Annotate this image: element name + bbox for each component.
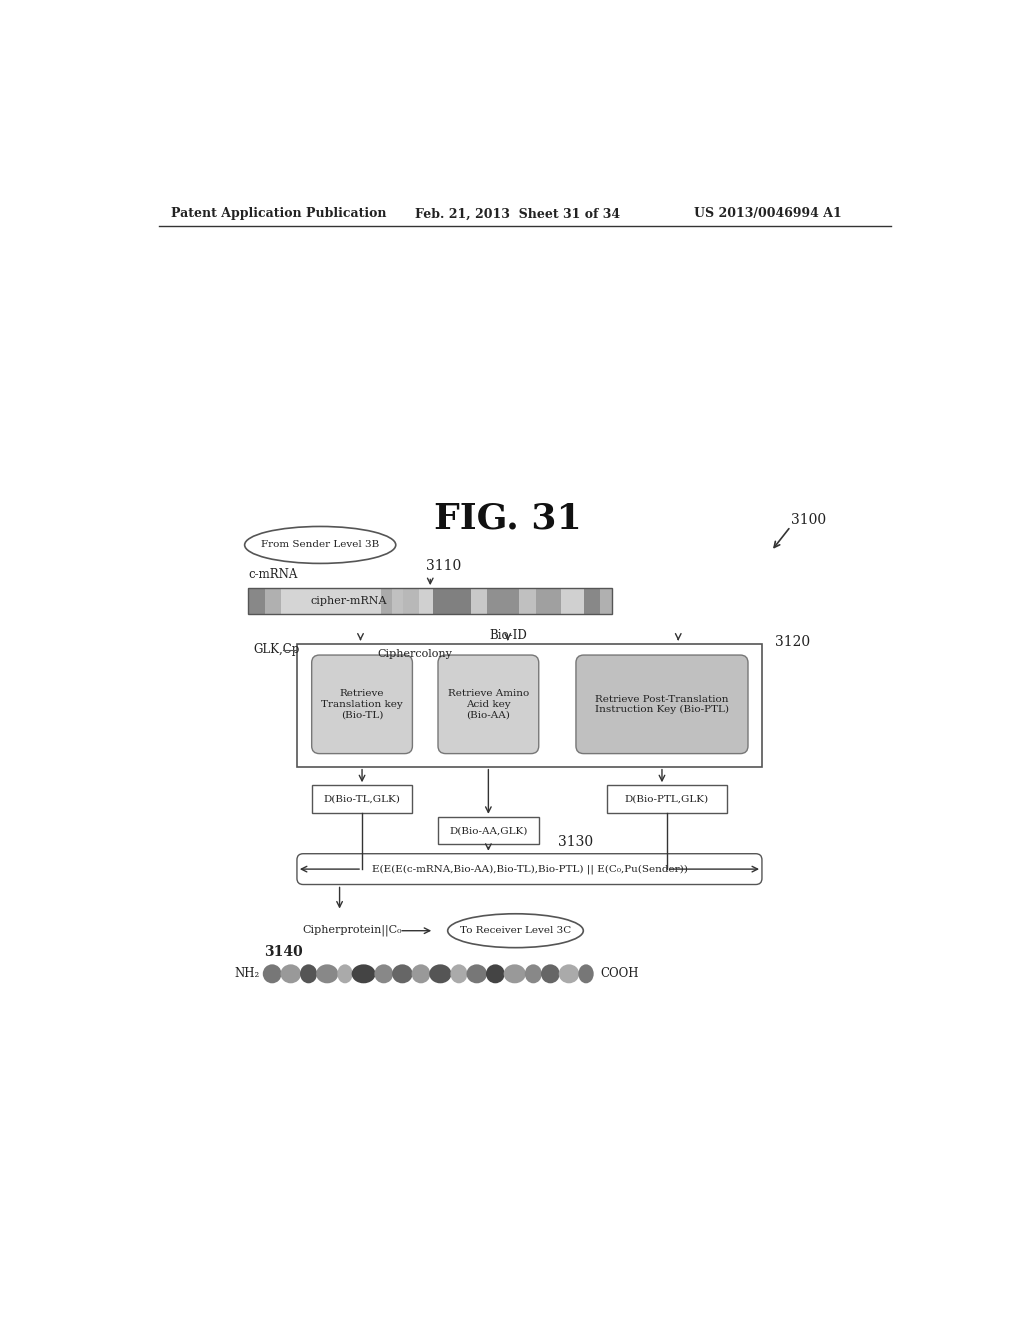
Bar bbox=[537, 589, 561, 614]
Ellipse shape bbox=[429, 965, 452, 983]
Ellipse shape bbox=[451, 965, 467, 983]
Text: US 2013/0046994 A1: US 2013/0046994 A1 bbox=[693, 207, 842, 220]
Text: Bio-ID: Bio-ID bbox=[488, 630, 526, 643]
Ellipse shape bbox=[263, 965, 282, 983]
Bar bbox=[419, 589, 432, 614]
Bar bbox=[486, 589, 519, 614]
Text: Retrieve
Translation key
(Bio-TL): Retrieve Translation key (Bio-TL) bbox=[322, 689, 402, 719]
Ellipse shape bbox=[412, 965, 430, 983]
Bar bbox=[600, 589, 612, 614]
Bar bbox=[471, 589, 486, 614]
Text: D(Bio-PTL,GLK): D(Bio-PTL,GLK) bbox=[625, 795, 709, 804]
Bar bbox=[432, 589, 471, 614]
Text: E(E(E(c-mRNA,Bio-AA),Bio-TL),Bio-PTL) || E(C₀,Pu(Sender)): E(E(E(c-mRNA,Bio-AA),Bio-TL),Bio-PTL) ||… bbox=[372, 865, 687, 874]
Ellipse shape bbox=[245, 527, 395, 564]
Text: cipher-mRNA: cipher-mRNA bbox=[310, 597, 387, 606]
Text: D(Bio-AA,GLK): D(Bio-AA,GLK) bbox=[450, 826, 527, 836]
Ellipse shape bbox=[447, 913, 584, 948]
Text: FIG. 31: FIG. 31 bbox=[434, 502, 582, 536]
Bar bbox=[248, 589, 612, 614]
Text: NH₂: NH₂ bbox=[234, 968, 260, 981]
Bar bbox=[248, 589, 265, 614]
Bar bbox=[607, 785, 727, 813]
Ellipse shape bbox=[300, 965, 317, 983]
Text: c-mRNA: c-mRNA bbox=[248, 568, 298, 581]
Text: 3130: 3130 bbox=[558, 836, 593, 849]
Bar bbox=[281, 589, 381, 614]
Bar bbox=[403, 589, 419, 614]
Bar bbox=[381, 589, 391, 614]
Text: From Sender Level 3B: From Sender Level 3B bbox=[261, 540, 379, 549]
Text: 3110: 3110 bbox=[426, 560, 462, 573]
FancyBboxPatch shape bbox=[311, 655, 413, 754]
Text: D(Bio-TL,GLK): D(Bio-TL,GLK) bbox=[324, 795, 400, 804]
Text: Retrieve Post-Translation
Instruction Key (Bio-PTL): Retrieve Post-Translation Instruction Ke… bbox=[595, 694, 729, 714]
Ellipse shape bbox=[559, 965, 580, 983]
Text: To Receiver Level 3C: To Receiver Level 3C bbox=[460, 927, 571, 935]
Bar bbox=[519, 589, 537, 614]
Text: 3120: 3120 bbox=[775, 635, 810, 649]
Text: 3140: 3140 bbox=[263, 945, 302, 960]
Bar bbox=[585, 589, 600, 614]
Bar bbox=[561, 589, 585, 614]
Text: Retrieve Amino
Acid key
(Bio-AA): Retrieve Amino Acid key (Bio-AA) bbox=[447, 689, 529, 719]
Bar bbox=[311, 785, 413, 813]
Text: 3100: 3100 bbox=[791, 513, 825, 527]
Text: Ciphercolony: Ciphercolony bbox=[377, 649, 453, 659]
Ellipse shape bbox=[392, 965, 413, 983]
Text: COOH: COOH bbox=[601, 968, 639, 981]
Ellipse shape bbox=[337, 965, 352, 983]
Ellipse shape bbox=[541, 965, 560, 983]
Text: Patent Application Publication: Patent Application Publication bbox=[171, 207, 386, 220]
Ellipse shape bbox=[467, 965, 487, 983]
Ellipse shape bbox=[525, 965, 542, 983]
Bar bbox=[297, 644, 762, 767]
Bar bbox=[265, 589, 281, 614]
Ellipse shape bbox=[316, 965, 338, 983]
FancyBboxPatch shape bbox=[297, 854, 762, 884]
Ellipse shape bbox=[281, 965, 301, 983]
FancyBboxPatch shape bbox=[575, 655, 748, 754]
Ellipse shape bbox=[375, 965, 393, 983]
Ellipse shape bbox=[351, 965, 376, 983]
Bar bbox=[391, 589, 403, 614]
Bar bbox=[438, 817, 539, 845]
Text: Feb. 21, 2013  Sheet 31 of 34: Feb. 21, 2013 Sheet 31 of 34 bbox=[415, 207, 620, 220]
Text: GLK,Cр: GLK,Cр bbox=[254, 643, 300, 656]
Text: Cipherprotein||C₀: Cipherprotein||C₀ bbox=[302, 925, 401, 936]
Ellipse shape bbox=[486, 965, 505, 983]
Ellipse shape bbox=[504, 965, 525, 983]
Ellipse shape bbox=[579, 965, 594, 983]
FancyBboxPatch shape bbox=[438, 655, 539, 754]
